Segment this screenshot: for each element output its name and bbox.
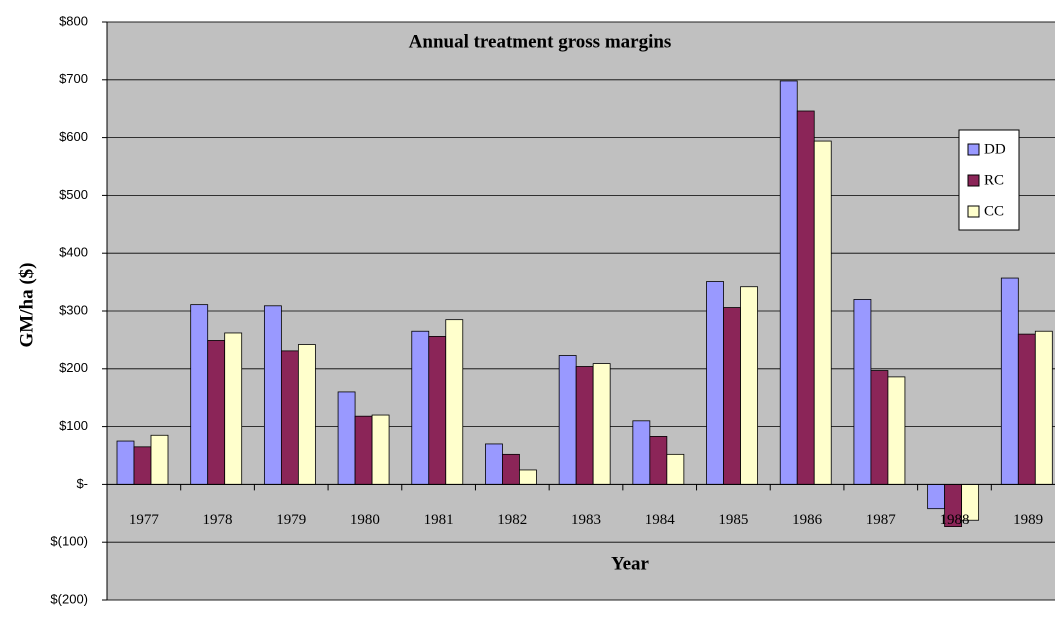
y-tick-label: $(100) [50, 534, 88, 549]
y-tick-label: $400 [59, 245, 88, 260]
bar [280, 350, 299, 485]
legend-label: CC [984, 203, 1004, 219]
x-tick-label: 1982 [497, 512, 527, 528]
x-tick-label: 1984 [645, 512, 676, 528]
bar [887, 376, 906, 485]
bar [870, 370, 889, 485]
bar [666, 453, 685, 485]
bar [853, 299, 872, 485]
x-tick-label: 1979 [276, 512, 306, 528]
y-tick-label: $(200) [50, 591, 88, 606]
bar [649, 436, 668, 485]
bar [592, 363, 611, 485]
y-tick-label: $800 [59, 13, 88, 28]
legend-swatch [967, 205, 980, 218]
bar [354, 415, 373, 485]
bar [558, 355, 577, 485]
y-tick-label: $600 [59, 129, 88, 144]
bar [150, 434, 169, 485]
bar [297, 344, 316, 485]
x-tick-label: 1987 [866, 512, 897, 528]
legend-label: DD [984, 141, 1006, 157]
x-tick-label: 1989 [1013, 512, 1043, 528]
bar [428, 336, 447, 485]
bar [133, 446, 152, 485]
x-tick-label: 1985 [718, 512, 748, 528]
bar [740, 286, 758, 485]
bar [813, 140, 832, 485]
bar [796, 110, 815, 485]
bar [207, 340, 226, 485]
bar [224, 332, 243, 485]
x-tick-label: 1977 [129, 512, 160, 528]
bar [502, 453, 520, 485]
x-tick-label: 1978 [203, 512, 233, 528]
bar [1034, 330, 1053, 485]
bar [632, 420, 651, 485]
legend-swatch [967, 143, 980, 156]
x-tick-label: 1986 [792, 512, 823, 528]
y-tick-label: $200 [59, 360, 88, 375]
bar [1000, 277, 1019, 485]
bar [263, 305, 282, 485]
y-axis-label: GM/ha ($) [16, 263, 37, 348]
y-tick-label: $- [76, 476, 88, 491]
legend-label: RC [984, 172, 1004, 188]
legend-swatch [967, 174, 980, 187]
chart-title: Annual treatment gross margins [409, 31, 672, 52]
bar [1017, 333, 1036, 485]
y-tick-label: $100 [59, 418, 88, 433]
bar [337, 391, 356, 485]
bar [411, 330, 430, 485]
x-tick-label: 1980 [350, 512, 380, 528]
y-tick-label: $500 [59, 187, 88, 202]
x-axis-label: Year [611, 553, 650, 574]
y-tick-label: $700 [59, 71, 88, 86]
bar [371, 414, 390, 485]
bar [723, 307, 741, 485]
bar [116, 440, 135, 485]
bar [779, 80, 798, 485]
x-tick-label: 1981 [424, 512, 454, 528]
x-tick-label: 1983 [571, 512, 601, 528]
y-tick-label: $300 [59, 302, 88, 317]
bar [575, 366, 594, 485]
x-tick-label: 1988 [939, 512, 969, 528]
bar [706, 281, 724, 485]
bar [445, 319, 464, 485]
bar [519, 469, 537, 485]
bar [190, 304, 209, 485]
bar [485, 443, 503, 485]
bar [927, 483, 946, 510]
